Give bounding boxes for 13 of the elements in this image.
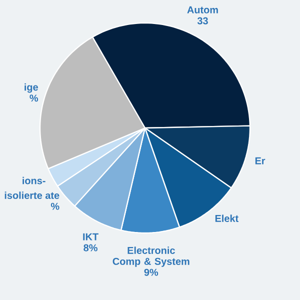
slice-label: IKT bbox=[83, 233, 98, 240]
data-label: 9% bbox=[144, 268, 158, 276]
slice-label: ige bbox=[24, 83, 38, 93]
data-label: 8% bbox=[84, 244, 98, 252]
data-label: % bbox=[30, 94, 38, 102]
data-label: % bbox=[50, 202, 60, 210]
slice-label: Autom bbox=[187, 6, 218, 14]
slice-label: Er bbox=[255, 157, 266, 164]
slice-label: isolierte ate bbox=[4, 192, 60, 199]
slice-label: Electronic Comp & System bbox=[112, 246, 190, 267]
slice-label: ions- bbox=[22, 176, 46, 184]
slice-label: Elekt bbox=[215, 214, 238, 222]
data-label: 33 bbox=[197, 17, 208, 24]
